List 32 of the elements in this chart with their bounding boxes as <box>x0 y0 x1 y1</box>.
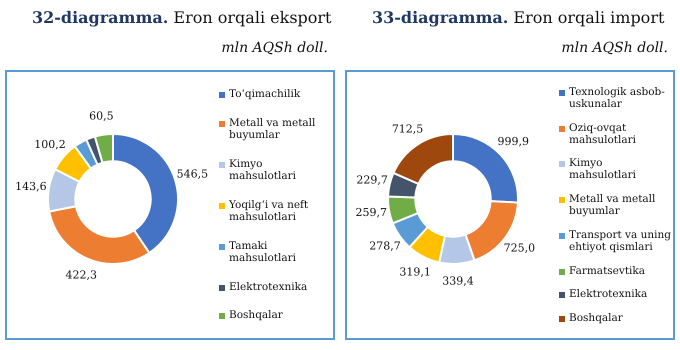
data-label: 712,5 <box>392 122 424 136</box>
chart-subtitle: mln AQSh doll. <box>561 40 668 56</box>
legend-label: To‘qimachilik <box>229 88 300 100</box>
chart-title: 33-diagramma. Eron orqali import <box>372 8 664 27</box>
data-label: 60,5 <box>89 110 114 123</box>
legend-label: Tamaki mahsulotlari <box>229 240 296 264</box>
data-label: 100,2 <box>34 138 66 151</box>
data-label: 422,3 <box>66 268 98 282</box>
data-label: 339,4 <box>442 274 474 288</box>
legend-label: Oziq-ovqat mahsulotlari <box>569 122 636 146</box>
data-label: 143,6 <box>15 180 47 194</box>
legend-label: Metall va metall buyumlar <box>229 117 316 142</box>
legend-label: Yoqilg‘i va neft mahsulotlari <box>229 198 308 223</box>
legend-label: Kimyo mahsulotlari <box>229 158 296 182</box>
data-label: 546,5 <box>176 168 208 181</box>
data-label: 999,9 <box>498 134 530 148</box>
data-label: 725,0 <box>504 242 536 255</box>
legend-label: Metall va metall buyumlar <box>569 193 656 218</box>
legend-label: Elektrotexnika <box>229 280 308 293</box>
data-label: 229,7 <box>356 173 388 186</box>
chart-title: 32-diagramma. Eron orqali eksport <box>32 8 332 27</box>
data-label: 319,1 <box>399 266 431 279</box>
legend-label: Boshqalar <box>569 312 623 324</box>
data-label: 259,7 <box>355 206 387 220</box>
chart-subtitle: mln AQSh doll. <box>221 40 328 56</box>
legend-label: Kimyo mahsulotlari <box>569 157 636 182</box>
legend-label: Farmatsevtika <box>569 264 646 277</box>
legend-label: Texnologik asbob-uskunalar <box>569 86 665 110</box>
legend-label: Elektrotexnika <box>569 288 648 300</box>
data-label: 278,7 <box>369 239 401 252</box>
legend-label: Transport va uning ehtiyot qismlari <box>569 228 671 253</box>
legend-label: Boshqalar <box>229 309 283 322</box>
